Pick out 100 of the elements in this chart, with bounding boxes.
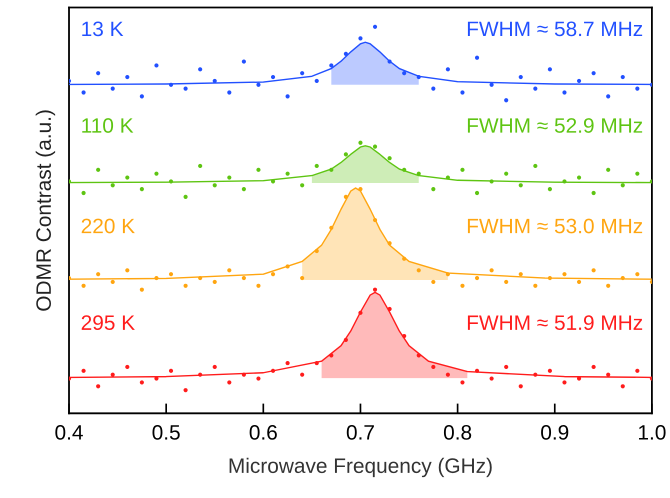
point (184, 194, 188, 199)
x-tick-label: 1.0 (639, 425, 666, 440)
annotation: FWHM ≈ 52.9 MHz (468, 118, 642, 133)
point (562, 90, 567, 95)
point (416, 268, 421, 272)
point (606, 372, 610, 377)
point (212, 280, 217, 284)
point (635, 86, 640, 91)
point (256, 284, 261, 288)
point (314, 78, 319, 83)
point (256, 82, 261, 87)
point (110, 280, 115, 284)
point (270, 74, 276, 80)
x-tick-label: 0.9 (541, 425, 568, 440)
point (635, 172, 640, 176)
y-axis-title: ODMR Contrast (a.u.) (36, 110, 56, 311)
point (548, 67, 552, 72)
point (533, 284, 538, 288)
annotation: FWHM ≈ 58.7 MHz (468, 22, 642, 36)
point (82, 368, 86, 373)
point (286, 361, 290, 366)
point (140, 288, 144, 292)
point (256, 168, 261, 172)
point (460, 380, 465, 384)
point (300, 183, 304, 188)
point (620, 384, 625, 388)
point (212, 183, 217, 188)
point (140, 380, 144, 384)
point (242, 187, 246, 192)
point (286, 172, 290, 176)
point (125, 74, 130, 80)
point (96, 168, 100, 172)
point (606, 168, 610, 172)
point (168, 368, 174, 373)
x-tick-label: 0.4 (55, 425, 83, 440)
point (635, 272, 640, 276)
point (606, 284, 610, 288)
x-tick-label: 0.6 (250, 425, 277, 440)
point (212, 78, 217, 83)
point (504, 280, 508, 284)
point (125, 175, 130, 180)
point (460, 168, 465, 172)
point (562, 272, 567, 276)
x-axis-title: Microwave Frequency (GHz) (230, 458, 492, 478)
point (446, 372, 450, 377)
point (372, 24, 378, 29)
point (490, 376, 494, 381)
series-label: 13 K (82, 22, 124, 36)
point (242, 276, 246, 280)
point (110, 372, 115, 377)
annotation: FWHM ≈ 53.0 MHz (468, 218, 642, 234)
point (96, 71, 100, 76)
series-label: 220 K (82, 218, 135, 234)
point (533, 164, 538, 168)
point (82, 190, 86, 196)
point (592, 364, 596, 370)
point (82, 90, 86, 95)
point (474, 56, 480, 60)
point (96, 384, 100, 388)
point (460, 284, 465, 288)
point (227, 268, 232, 272)
point (518, 272, 523, 276)
point (518, 384, 523, 388)
point (227, 175, 232, 180)
point (635, 368, 640, 373)
point (168, 272, 174, 276)
point (518, 74, 523, 80)
point (490, 268, 494, 272)
point (300, 71, 304, 76)
point (576, 280, 582, 284)
point (592, 268, 596, 272)
point (96, 272, 100, 276)
point (548, 368, 552, 373)
point (431, 280, 436, 284)
point (460, 90, 465, 95)
point (82, 284, 86, 288)
point (504, 364, 508, 370)
point (372, 144, 378, 149)
x-tick-label: 0.5 (152, 425, 180, 440)
point (110, 86, 115, 91)
point (372, 288, 378, 292)
point (490, 82, 494, 87)
point (184, 388, 188, 392)
point (286, 94, 290, 98)
point (314, 164, 319, 168)
point (198, 164, 202, 168)
point (140, 187, 144, 192)
point (212, 364, 217, 370)
point (474, 190, 480, 196)
point (125, 268, 130, 272)
point (562, 380, 567, 384)
point (592, 190, 596, 196)
point (184, 284, 188, 288)
point (431, 187, 436, 192)
point (300, 372, 304, 377)
point (329, 63, 334, 68)
annotation: FWHM ≈ 51.9 MHz (468, 315, 642, 330)
point (474, 276, 480, 280)
point (620, 74, 625, 80)
point (548, 187, 552, 192)
